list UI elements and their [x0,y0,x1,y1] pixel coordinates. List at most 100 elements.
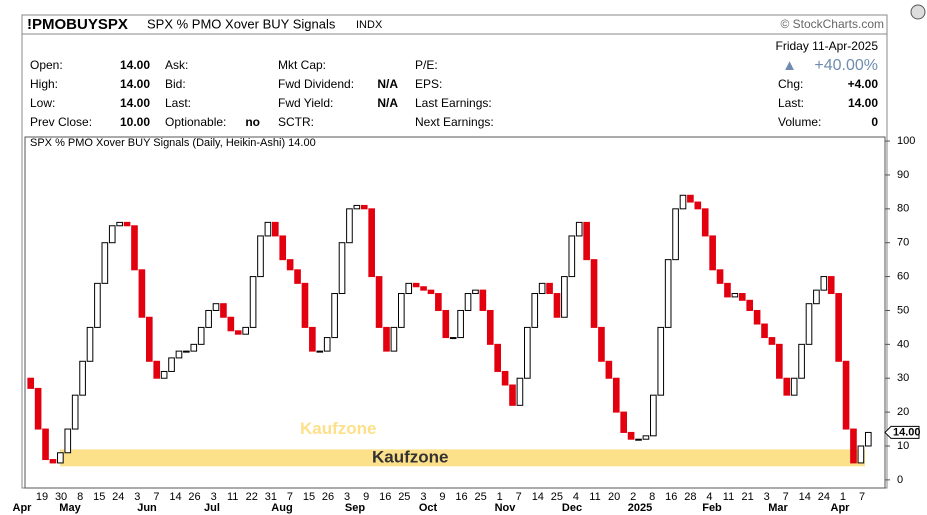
candle-body [234,330,242,335]
candle-body [383,326,390,352]
corner-icon[interactable] [910,4,926,20]
candle-body [27,377,35,389]
field-label: Chg: [778,77,803,91]
x-day-label: 7 [516,491,522,503]
x-day-label: 8 [649,491,655,503]
field-label: Last Earnings: [415,96,492,110]
candle-body [509,384,516,406]
candle-body [850,428,857,464]
x-day-label: 25 [398,491,410,503]
field-label: P/E: [415,58,438,72]
candle-body [183,350,190,353]
candle-body [605,360,613,379]
x-day-label: 30 [55,491,67,503]
candle-body [160,370,168,379]
candle-body [761,323,768,339]
x-day-label: 16 [665,491,677,503]
x-day-label: 3 [211,491,217,503]
field-value: 14.00 [120,96,150,110]
candle-body [472,289,479,295]
candle-body [538,282,546,295]
candle-body [79,360,86,396]
candle-body [716,269,724,284]
x-day-label: 31 [265,491,277,503]
x-day-label: 1 [497,491,503,503]
field-label: EPS: [415,77,442,91]
x-day-label: 21 [741,491,753,503]
candle-body [568,235,576,278]
candle-body [827,276,835,295]
candle-body [679,194,687,210]
x-day-label: 25 [474,491,486,503]
field-label: Low: [30,96,55,110]
candle-body [123,221,131,227]
candle-body [664,259,672,328]
legend: SPX % PMO Xover BUY Signals (Daily, Heik… [30,137,316,149]
candle-body [724,282,731,298]
candle-body [398,293,405,328]
candle-body [738,293,746,301]
last-label: 14.00 [893,426,921,438]
field-label: Ask: [165,58,188,72]
candle-body [42,428,49,461]
candle-body [49,459,57,464]
candle-body [286,259,294,271]
candle-body [271,221,279,237]
frame [21,14,888,489]
field-label: Volume: [778,115,821,129]
x-month-label: Apr [831,502,851,514]
candle-body [835,293,842,362]
zone-band [60,449,865,467]
x-month-label: May [59,502,81,514]
candle-body [531,293,539,328]
x-day-label: 9 [439,491,445,503]
candle-body [687,194,694,203]
x-month-label: Dec [562,502,582,514]
x-day-label: 26 [322,491,334,503]
candle-body [486,309,494,345]
candle-body [449,337,457,340]
x-day-label: 24 [112,491,124,503]
candle-body [94,282,101,328]
x-day-label: 8 [77,491,83,503]
y-tick-label: 50 [897,304,909,316]
candle-body [479,289,487,311]
y-tick-label: 20 [897,406,909,418]
up-arrow: ▲ [782,57,797,74]
field-label: Optionable: [165,115,226,129]
y-tick-label: 90 [897,169,909,181]
candle-body [390,326,398,352]
brand: © StockCharts.com [780,17,884,31]
candle-body [746,299,754,311]
candle-body [805,303,813,345]
field-value: +4.00 [848,77,879,91]
candle-body [242,326,249,335]
candle-body [442,309,450,339]
candle-body [205,309,212,328]
candle-body [768,337,776,345]
candle-body [101,242,109,284]
candle-body [642,435,650,440]
candle-body [338,242,346,295]
x-day-label: 24 [818,491,830,503]
candle-body [524,326,531,379]
candle-body [627,431,635,440]
candle-body [309,326,316,352]
x-month-label: Feb [702,502,722,514]
x-day-label: 7 [859,491,865,503]
candle-body [842,360,850,430]
field-label: Prev Close: [30,115,92,129]
candle-body [145,316,153,362]
candle-body [368,208,375,278]
x-day-label: 16 [379,491,391,503]
candle-body [546,282,553,295]
candle-body [190,343,198,352]
field-value: 0 [871,115,878,129]
candle-body [427,289,435,295]
candle-body [227,316,235,332]
x-day-label: 4 [706,491,712,503]
x-month-label: Nov [495,502,517,514]
x-day-label: 19 [36,491,48,503]
candle-body [798,343,805,379]
